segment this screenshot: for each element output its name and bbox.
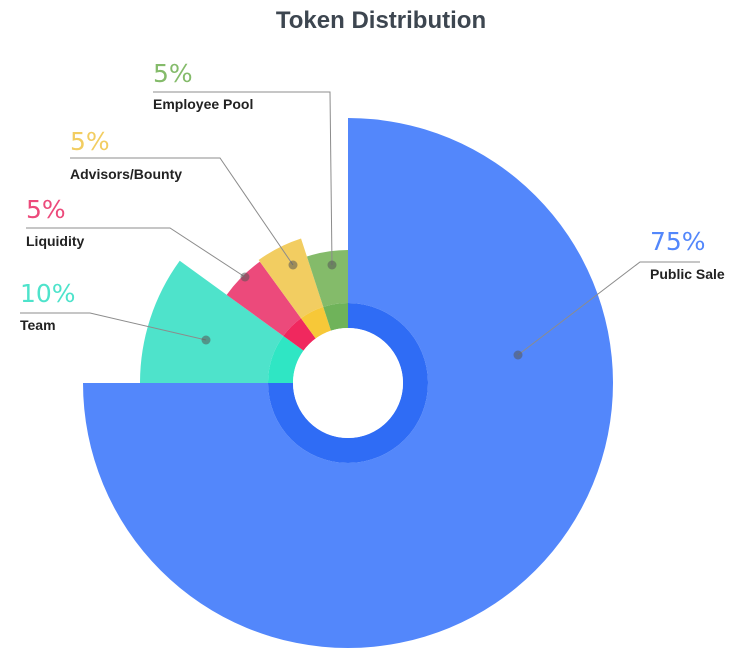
- value-label-employee-pool: 5%: [153, 59, 193, 88]
- leader-dot-team: [201, 335, 211, 345]
- slice-public-sale: [83, 118, 613, 648]
- slice-employee-pool: [306, 250, 348, 307]
- category-label-employee-pool: Employee Pool: [153, 96, 253, 112]
- pie-slices: [83, 118, 613, 648]
- slice-callouts: 75%Public Sale10%Team5%Liquidity5%Adviso…: [20, 59, 725, 360]
- category-label-public-sale: Public Sale: [650, 266, 725, 282]
- leader-line-employee-pool: [153, 91, 333, 266]
- value-label-liquidity: 5%: [26, 195, 66, 224]
- donut-hole: [293, 328, 403, 438]
- slice-team: [140, 260, 284, 383]
- chart-title: Token Distribution: [276, 7, 486, 34]
- leader-dot-public-sale: [513, 350, 523, 360]
- leader-line-public-sale: [517, 261, 700, 356]
- leader-line-advisors-bounty: [70, 157, 294, 266]
- slice-advisors-bounty: [258, 238, 324, 319]
- value-label-advisors-bounty: 5%: [70, 127, 110, 156]
- slice-inner-employee-pool: [323, 303, 348, 331]
- leader-line-liquidity: [26, 227, 246, 278]
- value-label-public-sale: 75%: [650, 227, 706, 256]
- slice-inner-advisors-bounty: [300, 306, 332, 339]
- category-label-team: Team: [20, 317, 56, 333]
- category-label-advisors-bounty: Advisors/Bounty: [70, 166, 182, 182]
- slice-inner-public-sale: [268, 303, 428, 463]
- category-label-liquidity: Liquidity: [26, 233, 85, 249]
- slice-inner-liquidity: [283, 318, 316, 351]
- value-label-team: 10%: [20, 279, 76, 308]
- leader-dot-liquidity: [240, 272, 250, 282]
- leader-dot-advisors-bounty: [288, 260, 298, 270]
- leader-line-team: [20, 312, 207, 341]
- leader-dot-employee-pool: [327, 260, 337, 270]
- slice-inner-team: [268, 335, 304, 383]
